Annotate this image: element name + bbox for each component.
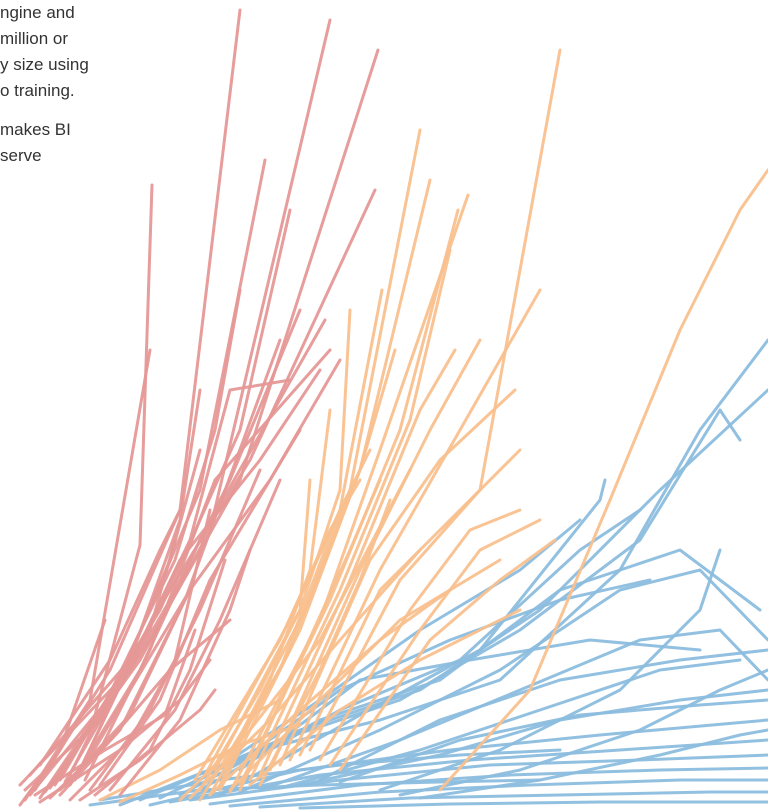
orange-series-line-62 [118, 723, 302, 804]
orange-series-line-60 [438, 168, 768, 792]
orange-series-line-43 [308, 48, 562, 752]
orange-series-line-53 [208, 588, 452, 797]
orange-series-line-58 [213, 308, 352, 772]
blue-series-line-83 [318, 648, 768, 782]
orange-series-line-59 [223, 348, 397, 767]
blue-series-line-87 [418, 728, 768, 800]
orange-series-line-38 [258, 348, 457, 777]
red-series-line-27 [93, 558, 227, 797]
red-series-line-25 [78, 688, 217, 802]
blue-series-line-88 [98, 748, 562, 802]
description-text: ngine and million or y size using o trai… [0, 0, 135, 169]
red-series-line-17 [23, 538, 177, 792]
red-series-line-28 [33, 628, 197, 797]
orange-series-line-44 [318, 508, 522, 762]
orange-series-line-49 [238, 478, 382, 792]
blue-series-line-86 [398, 668, 768, 797]
orange-series-line-40 [278, 388, 517, 767]
orange-series-line-52 [188, 548, 422, 800]
blue-series-line-89 [88, 778, 542, 807]
paragraph-2-line-2: serve [0, 146, 42, 165]
orange-series-line-55 [248, 608, 522, 787]
blue-series-line-66 [178, 548, 762, 797]
blue-series-line-82 [238, 638, 702, 772]
orange-series-line-45 [328, 518, 542, 767]
orange-series-line-48 [218, 408, 332, 787]
blue-series-line-85 [378, 548, 722, 792]
blue-series-line-77 [228, 778, 768, 808]
orange-series-line-54 [228, 558, 502, 792]
orange-series-line-41 [288, 288, 542, 762]
orange-series-line-61 [98, 698, 282, 802]
red-series-line-31 [83, 348, 332, 782]
orange-series-line-37 [248, 248, 452, 782]
paragraph-1-line-3: y size using [0, 55, 89, 74]
paragraph-1-line-1: ngine and [0, 3, 75, 22]
red-series-line-16 [38, 508, 182, 767]
blue-series-line-70 [258, 628, 768, 792]
orange-series-line-35 [228, 193, 470, 794]
paragraph-1-line-2: million or [0, 29, 69, 48]
red-series-line-19 [68, 508, 212, 802]
orange-series-line-46 [338, 538, 557, 772]
blue-series-line-73 [148, 718, 768, 807]
orange-series-line-51 [178, 468, 412, 802]
paragraph-2-line-1: makes BI [0, 120, 71, 139]
blue-series-line-79 [298, 800, 768, 810]
blue-series-line-78 [258, 790, 768, 809]
red-series-line-29 [58, 338, 282, 792]
blue-series-line-84 [338, 698, 768, 784]
red-series-line-15 [28, 388, 202, 777]
paragraph-1-line-4: o training. [0, 81, 75, 100]
blue-series-line-69 [238, 568, 768, 794]
blue-series-line-76 [208, 766, 768, 806]
red-series-line-30 [68, 318, 327, 787]
